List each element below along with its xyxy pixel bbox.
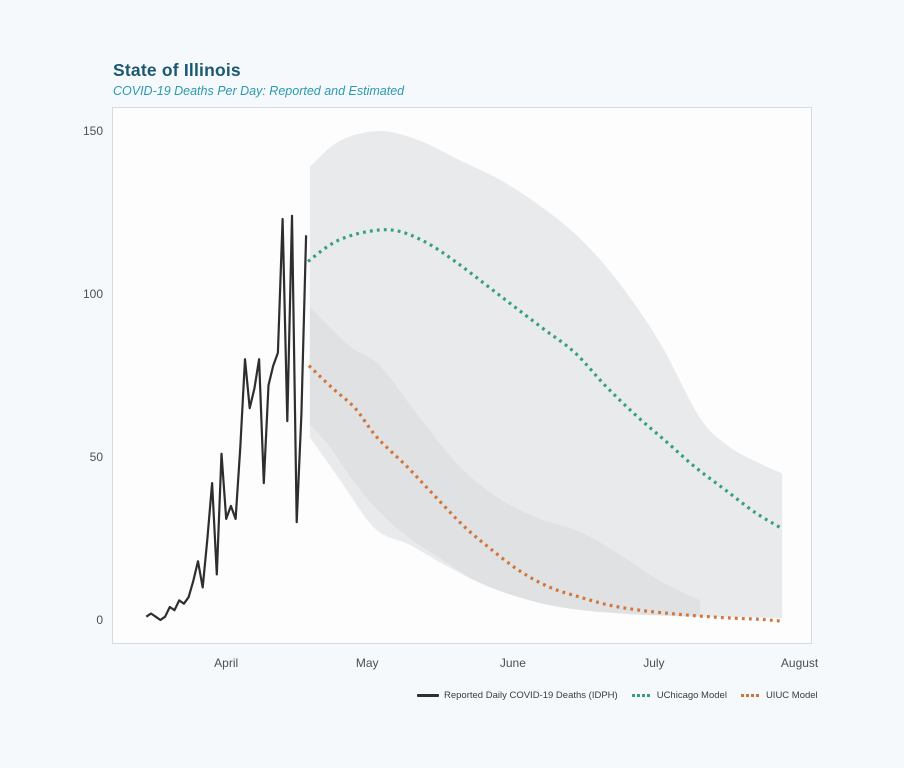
legend-item: Reported Daily COVID-19 Deaths (IDPH) [417, 690, 618, 701]
y-tick-label: 100 [82, 287, 103, 301]
x-tick-label: August [780, 656, 819, 670]
y-tick-label: 150 [82, 124, 103, 138]
legend-label: UIUC Model [765, 689, 818, 701]
dotted-line-swatch-icon [631, 693, 652, 697]
legend-label: Reported Daily COVID-19 Deaths (IDPH) [444, 689, 618, 701]
x-tick-label: June [499, 656, 526, 670]
legend-label: UChicago Model [656, 689, 727, 701]
uiuc-interval-band [309, 307, 700, 617]
x-tick-label: April [214, 656, 239, 670]
legend: Reported Daily COVID-19 Deaths (IDPH) UCh… [417, 688, 818, 702]
uchicago-model-line [307, 228, 784, 531]
legend-item: UChicago Model [631, 689, 727, 701]
dotted-line-swatch-icon [740, 693, 761, 697]
legend-item: UIUC Model [740, 689, 818, 701]
plot-layers [145, 131, 784, 623]
x-tick-label: May [355, 656, 379, 670]
chart-subtitle: COVID-19 Deaths Per Day: Reported and Es… [113, 84, 405, 98]
chart-title: State of Illinois [113, 60, 241, 80]
reported-line [145, 214, 308, 622]
y-tick-label: 50 [89, 450, 103, 464]
y-tick-label: 0 [96, 613, 103, 627]
solid-line-swatch-icon [417, 693, 439, 697]
x-tick-label: July [643, 656, 665, 670]
uiuc-model-line [307, 364, 781, 623]
